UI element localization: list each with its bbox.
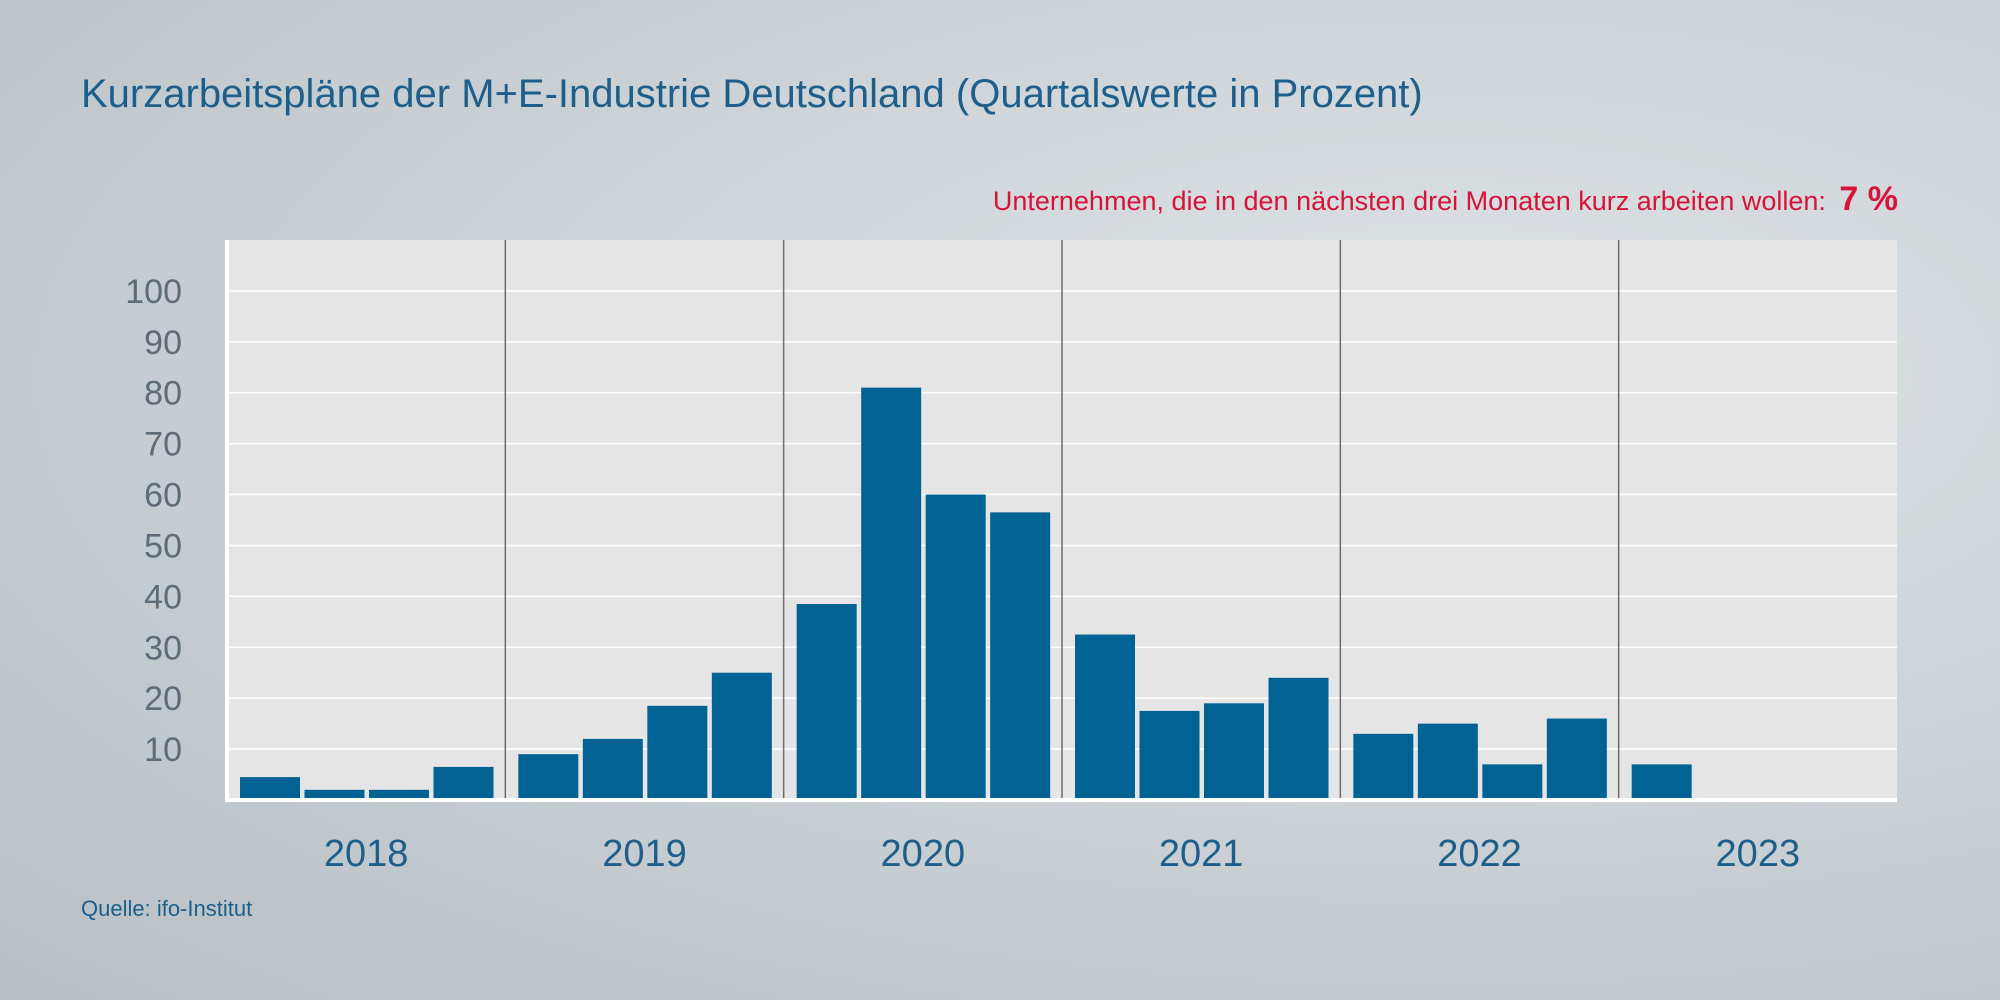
year-label-2022: 2022: [1437, 833, 1522, 875]
bar-2018-Q4: [433, 766, 494, 800]
bar-2022-Q1: [1353, 733, 1414, 800]
year-label-2018: 2018: [324, 833, 409, 875]
bar-2023-Q1: [1631, 764, 1692, 800]
y-tick-label-50: 50: [144, 527, 182, 565]
bar-2020-Q1: [796, 604, 857, 800]
year-label-2019: 2019: [602, 833, 687, 875]
bar-2021-Q1: [1075, 634, 1135, 800]
bar-2020-Q2: [861, 387, 922, 800]
y-tick-label-40: 40: [144, 578, 182, 616]
year-label-2020: 2020: [881, 833, 966, 875]
y-tick-label-90: 90: [144, 324, 182, 362]
bar-2020-Q4: [990, 512, 1051, 800]
year-label-2021: 2021: [1159, 833, 1244, 875]
year-label-2023: 2023: [1716, 833, 1801, 875]
bar-2019-Q3: [647, 705, 708, 800]
y-tick-label-60: 60: [144, 477, 182, 515]
bar-2022-Q3: [1482, 764, 1543, 800]
y-tick-label-10: 10: [144, 731, 182, 769]
bar-2018-Q2: [304, 789, 365, 800]
y-tick-label-30: 30: [144, 629, 182, 667]
bar-2019-Q1: [518, 754, 579, 800]
bar-2020-Q3: [925, 494, 986, 800]
source-note: Quelle: ifo-Institut: [81, 896, 253, 921]
year-labels: 2018 2019 2020 2021 2022 2023: [324, 833, 1800, 875]
y-tick-label-80: 80: [144, 375, 182, 413]
bar-2019-Q2: [582, 738, 643, 800]
bar-2018-Q1: [240, 777, 300, 800]
y-tick-labels: 10 20 30 40 50 60 70 80 90 100: [125, 273, 182, 769]
bar-2022-Q2: [1417, 723, 1478, 800]
year-dividers: [504, 240, 1620, 800]
y-tick-label-100: 100: [125, 273, 182, 311]
chart-title: Kurzarbeitspläne der M+E-Industrie Deuts…: [81, 72, 1423, 116]
bar-2021-Q3: [1204, 703, 1264, 800]
bar-2021-Q2: [1139, 710, 1200, 800]
y-tick-label-20: 20: [144, 680, 182, 718]
bars: [240, 387, 1692, 800]
bar-2019-Q4: [711, 672, 772, 800]
bar-2022-Q4: [1546, 718, 1607, 800]
y-tick-label-70: 70: [144, 426, 182, 464]
bar-2021-Q4: [1268, 677, 1329, 800]
bar-2018-Q3: [369, 789, 429, 800]
forecast-note-value: 7 %: [1839, 180, 1898, 218]
forecast-note-text: Unternehmen, die in den nächsten drei Mo…: [992, 186, 1826, 216]
forecast-note: Unternehmen, die in den nächsten drei Mo…: [993, 180, 1898, 219]
